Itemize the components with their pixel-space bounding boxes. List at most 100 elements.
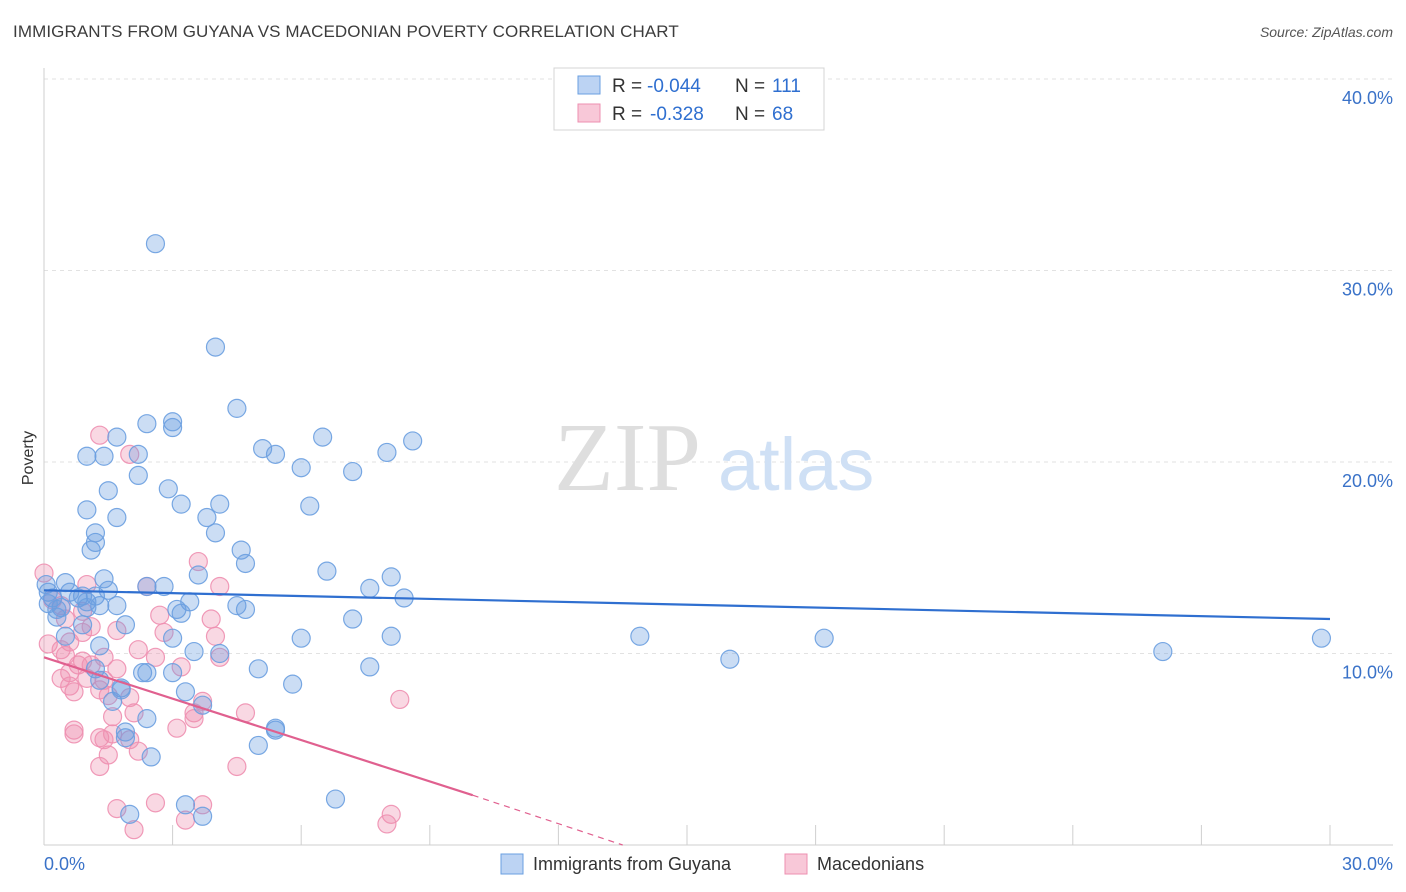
- guyana-point: [300, 496, 320, 516]
- guyana-point: [107, 427, 127, 447]
- guyana-trend-line: [43, 589, 1331, 621]
- guyana-point: [814, 628, 834, 648]
- stats-blue-r-label: R =: [612, 76, 642, 97]
- macedonians-trend-line: [43, 656, 474, 797]
- stats-pink-swatch: [577, 103, 601, 123]
- guyana-point: [163, 628, 183, 648]
- y-tick-label-0: 10.0%: [1342, 663, 1393, 683]
- series-legend: Immigrants from Guyana Macedonians: [500, 853, 924, 875]
- guyana-point: [77, 500, 97, 520]
- guyana-point: [102, 691, 123, 711]
- stats-pink-r-label: R =: [612, 104, 642, 125]
- stats-blue-n-value: 111: [772, 76, 801, 97]
- macedonians-point: [227, 756, 247, 777]
- y-tick-labels: 10.0% 20.0% 30.0% 40.0%: [1342, 88, 1393, 683]
- macedonians-point: [145, 647, 166, 667]
- guyana-point: [265, 720, 286, 740]
- y-axis-title: Poverty: [20, 431, 37, 485]
- guyana-point: [137, 414, 157, 434]
- guyana-point: [193, 806, 213, 826]
- macedonians-point: [150, 605, 170, 625]
- guyana-point: [77, 446, 97, 466]
- guyana-point: [137, 709, 157, 729]
- guyana-point: [163, 663, 183, 683]
- macedonians-point: [193, 795, 213, 815]
- guyana-point: [115, 728, 136, 748]
- guyana-point: [163, 417, 183, 438]
- guyana-point: [227, 398, 247, 418]
- stats-box: R = -0.044 N = 111 R = -0.328 N = 68: [553, 67, 825, 131]
- macedonians-point: [377, 814, 397, 834]
- guyana-point: [343, 461, 363, 482]
- guyana-point: [197, 507, 217, 528]
- macedonians-point: [102, 707, 123, 727]
- guyana-point: [175, 795, 196, 815]
- guyana-point: [317, 561, 337, 581]
- macedonians-point: [390, 689, 410, 710]
- guyana-point: [120, 804, 140, 824]
- guyana-point: [360, 578, 380, 598]
- macedonians-trend-extension: [472, 794, 623, 846]
- guyana-point: [720, 649, 740, 669]
- stats-blue-n-label: N =: [735, 76, 765, 97]
- x-tick-label-max: 30.0%: [1342, 854, 1393, 874]
- legend-macedonians-label: Macedonians: [817, 854, 924, 874]
- guyana-point: [248, 735, 268, 756]
- chart-title: IMMIGRANTS FROM GUYANA VS MACEDONIAN POV…: [13, 22, 679, 41]
- guyana-point: [343, 609, 363, 629]
- guyana-point: [98, 481, 118, 501]
- source-label: Source: ZipAtlas.com: [1259, 24, 1393, 40]
- guyana-point: [205, 523, 226, 543]
- y-tick-label-3: 40.0%: [1342, 88, 1393, 108]
- stats-blue-r-value: -0.044: [647, 76, 701, 97]
- macedonians-point: [60, 676, 80, 696]
- guyana-point: [171, 494, 191, 514]
- guyana-point: [291, 458, 311, 478]
- guyana-point: [107, 596, 127, 616]
- macedonians-point: [90, 756, 110, 777]
- guyana-point: [630, 626, 650, 646]
- stats-pink-n-value: 68: [772, 104, 793, 125]
- guyana-point: [163, 412, 183, 432]
- macedonians-point: [94, 730, 114, 750]
- guyana-point: [184, 641, 204, 662]
- legend-macedonians-swatch: [784, 853, 808, 875]
- macedonians-point: [184, 709, 204, 729]
- guyana-point: [145, 234, 166, 254]
- stats-blue-swatch: [577, 75, 601, 95]
- guyana-point: [154, 576, 174, 597]
- guyana-point: [141, 747, 161, 767]
- macedonians-point: [205, 626, 226, 646]
- macedonians-point: [167, 718, 187, 738]
- guyana-point: [171, 603, 191, 623]
- watermark-zip: ZIP: [554, 404, 701, 512]
- guyana-point: [235, 553, 256, 574]
- guyana-points: [36, 234, 1332, 826]
- guyana-point: [283, 674, 303, 694]
- guyana-point: [115, 615, 136, 635]
- guyana-point: [137, 663, 157, 683]
- x-tick-label-min: 0.0%: [44, 854, 85, 874]
- guyana-point: [210, 494, 230, 514]
- macedonians-point: [90, 425, 110, 445]
- macedonians-point: [201, 609, 221, 629]
- y-tick-label-2: 30.0%: [1342, 280, 1393, 300]
- guyana-point: [77, 592, 97, 612]
- guyana-point: [137, 576, 157, 597]
- axes: [43, 68, 1393, 846]
- guyana-point: [377, 442, 397, 463]
- trend-lines: [43, 589, 1331, 846]
- guyana-point: [248, 659, 268, 679]
- watermark-atlas: atlas: [718, 423, 874, 506]
- macedonians-point: [107, 659, 127, 679]
- guyana-point: [72, 615, 93, 635]
- guyana-point: [47, 607, 67, 627]
- guyana-point: [158, 479, 178, 499]
- guyana-point: [210, 643, 230, 664]
- guyana-point: [1311, 628, 1332, 648]
- guyana-point: [265, 444, 286, 464]
- guyana-point: [188, 565, 208, 585]
- guyana-point: [1153, 641, 1173, 662]
- guyana-point: [38, 594, 58, 614]
